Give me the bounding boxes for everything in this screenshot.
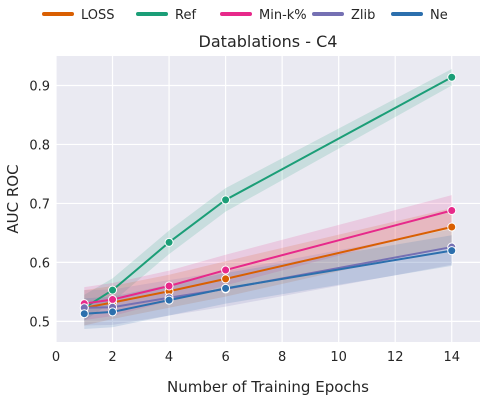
legend-label-loss: LOSS <box>81 8 115 23</box>
y-axis-label: AUC ROC <box>4 164 22 233</box>
x-axis-ticks: 0 2 4 6 8 10 12 14 <box>52 350 460 365</box>
chart-title: Datablations - C4 <box>199 32 338 51</box>
point-ne <box>447 246 457 256</box>
x-tick-label: 2 <box>108 350 116 365</box>
x-tick-label: 8 <box>278 350 286 365</box>
point-ne <box>108 307 118 317</box>
point-ref <box>447 72 457 82</box>
legend-label-ne: Ne <box>430 8 448 23</box>
legend-label-min-k: Min-k% <box>259 8 307 23</box>
legend-label-zlib: Zlib <box>351 8 375 23</box>
x-tick-label: 6 <box>221 350 229 365</box>
band-ref <box>84 68 452 321</box>
x-tick-label: 0 <box>52 350 60 365</box>
y-tick-label: 0.5 <box>29 315 50 330</box>
point-min-k <box>164 281 174 291</box>
x-axis-label: Number of Training Epochs <box>167 378 369 396</box>
point-loss <box>221 274 231 284</box>
point-min-k <box>108 295 118 305</box>
point-ne <box>164 295 174 305</box>
point-ref <box>221 195 231 205</box>
point-ref <box>108 285 118 295</box>
legend-label-ref: Ref <box>175 8 196 23</box>
point-min-k <box>447 205 457 215</box>
y-axis-ticks: 0.5 0.6 0.7 0.8 0.9 <box>29 79 50 330</box>
y-tick-label: 0.9 <box>29 79 50 94</box>
point-ne <box>79 309 89 319</box>
x-tick-label: 4 <box>165 350 173 365</box>
grid <box>55 56 480 342</box>
band-zlib <box>84 229 452 326</box>
plot-area <box>56 56 480 342</box>
y-tick-label: 0.8 <box>29 138 50 153</box>
point-min-k <box>221 265 231 275</box>
point-ref <box>164 237 174 247</box>
point-loss <box>447 222 457 232</box>
x-tick-label: 14 <box>443 350 460 365</box>
series-points <box>79 72 457 319</box>
y-tick-label: 0.6 <box>29 256 50 271</box>
y-tick-label: 0.7 <box>29 197 50 212</box>
legend: LOSS Ref Min-k% Zlib Ne <box>42 8 448 23</box>
x-tick-label: 10 <box>330 350 347 365</box>
point-ne <box>221 283 231 293</box>
x-tick-label: 12 <box>387 350 404 365</box>
